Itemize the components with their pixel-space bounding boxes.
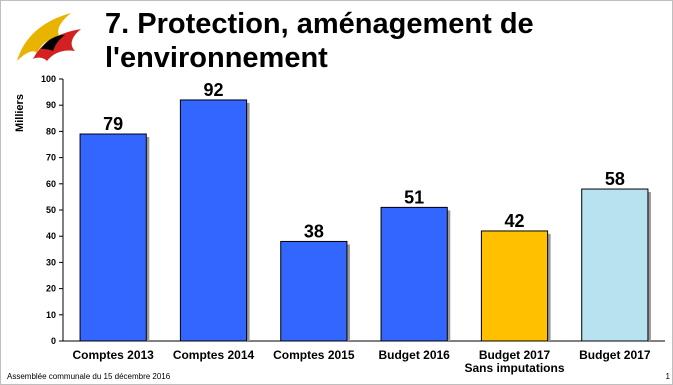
y-tick-label: 100 [41, 74, 56, 84]
x-tick-label: Comptes 2014 [173, 348, 255, 362]
x-tick-label: Budget 2016 [378, 348, 450, 362]
x-axis-labels: Comptes 2013 Comptes 2014 Comptes 2015 Budg… [72, 348, 650, 375]
data-label: 38 [304, 221, 324, 241]
y-tick-label: 40 [46, 231, 56, 241]
x-tick-label: Comptes 2015 [273, 348, 355, 362]
logo-yellow-flame [17, 13, 71, 61]
data-labels: 79 92 38 51 42 58 [103, 80, 625, 241]
y-tick-label: 10 [46, 310, 56, 320]
data-label: 58 [605, 169, 625, 189]
footer-text: Assemblée communale du 15 décembre 2016 [7, 372, 171, 381]
y-axis-ticks: 0 10 20 30 40 50 60 70 80 90 100 [41, 74, 63, 346]
y-tick-label: 50 [46, 205, 56, 215]
x-tick-label: Budget 2017 [579, 348, 651, 362]
x-tick-label: Sans imputations [464, 361, 564, 375]
data-label: 92 [203, 80, 223, 100]
data-label: 51 [404, 187, 424, 207]
y-tick-label: 20 [46, 284, 56, 294]
page-number: 1 [665, 372, 670, 381]
bar [480, 230, 549, 342]
bar [280, 240, 348, 342]
y-tick-label: 90 [46, 100, 56, 110]
y-axis [62, 79, 665, 342]
logo-black-stroke [41, 35, 65, 51]
y-tick-label: 60 [46, 179, 56, 189]
bars [79, 99, 651, 342]
data-label: 79 [103, 114, 123, 134]
bar [380, 206, 448, 342]
bar [179, 99, 248, 342]
bar [581, 188, 649, 342]
y-tick-label: 30 [46, 257, 56, 267]
x-tick-label: Budget 2017 [479, 348, 551, 362]
bar [79, 133, 147, 342]
y-tick-label: 80 [46, 126, 56, 136]
commune-logo-icon [17, 13, 81, 61]
data-label: 42 [504, 211, 524, 231]
logo-red-flame [33, 29, 81, 61]
slide-title-line-2: l'environnement [105, 42, 328, 74]
slide-title-line-1: 7. Protection, aménagement de [105, 8, 534, 40]
y-axis-title: Milliers [14, 94, 26, 132]
x-tick-label: Comptes 2013 [72, 348, 154, 362]
y-tick-label: 0 [51, 336, 56, 346]
y-tick-label: 70 [46, 153, 56, 163]
